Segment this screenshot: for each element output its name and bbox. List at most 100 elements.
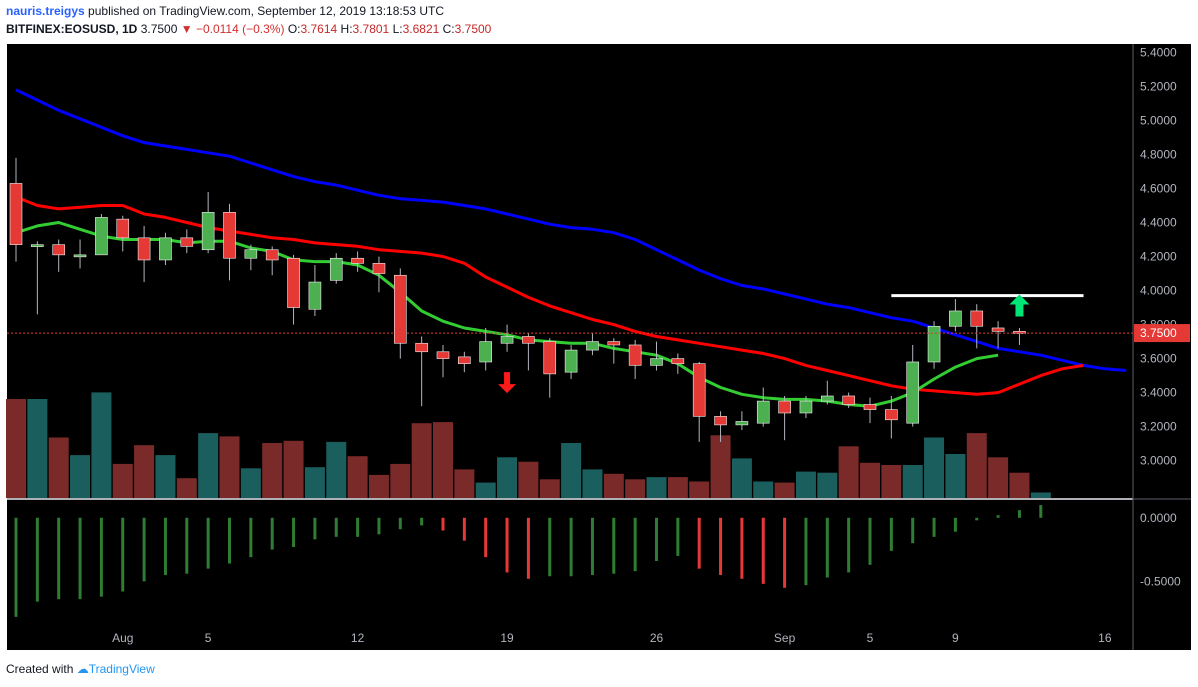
candle-body (863, 404, 877, 410)
candle (137, 225, 151, 283)
volume-bar (667, 477, 688, 498)
last-price-badge (1134, 324, 1190, 343)
price-tick-label: 3.2000 (1140, 420, 1177, 434)
candle-body (479, 341, 493, 363)
candle-body (116, 218, 130, 239)
volume-bar (966, 433, 987, 498)
volume-bar (454, 469, 475, 498)
candle (265, 246, 279, 276)
footer: Created with ☁TradingView (6, 662, 155, 676)
volume-bar (838, 446, 859, 498)
candle (180, 229, 194, 254)
candle-body (906, 361, 920, 424)
tradingview-brand[interactable]: TradingView (88, 662, 155, 676)
last-price-tick-label: 3.7500 (1140, 326, 1177, 340)
candle-body (735, 421, 749, 426)
volume-bar (433, 422, 453, 498)
time-axis[interactable] (7, 622, 1191, 650)
candle (927, 321, 941, 369)
volume-bar (27, 399, 48, 498)
candle (756, 387, 770, 427)
volume-bar (710, 435, 731, 498)
time-tick-label: 19 (500, 631, 514, 645)
candle-body (885, 409, 898, 421)
tradingview-logo-icon[interactable]: ☁ (76, 662, 89, 676)
candle (287, 254, 300, 325)
candle (308, 265, 322, 317)
candle-body (73, 254, 87, 258)
price-tick-label: 4.4000 (1140, 216, 1177, 230)
volume-bar (860, 462, 880, 498)
oscillator-bars (14, 505, 1043, 617)
arrow-down-icon (498, 372, 517, 394)
volume-bar (112, 463, 133, 498)
volume-bar (475, 482, 496, 498)
candle (500, 324, 514, 352)
volume-bar (6, 399, 26, 498)
time-tick-label: 12 (351, 631, 365, 645)
volume-bar (689, 481, 710, 498)
candle-body (95, 217, 108, 256)
volume-bar (155, 455, 176, 498)
candle-body (522, 336, 535, 344)
candle (607, 338, 621, 364)
price-tick-label: 3.0000 (1140, 454, 1177, 468)
symbol-label: BITFINEX:EOSUSD, 1D (6, 22, 138, 36)
price-pane[interactable] (7, 44, 1133, 498)
volume-bars (6, 392, 1051, 498)
price-change: ▼ −0.0114 (−0.3%) (180, 22, 285, 36)
volume-bar (326, 441, 347, 498)
candle (201, 191, 215, 254)
candle-body (372, 263, 386, 274)
volume-bar (1030, 492, 1051, 498)
price-tick-label: 5.0000 (1140, 114, 1177, 128)
candle-body (287, 257, 300, 308)
volume-bar (390, 463, 411, 498)
candle-body (564, 349, 578, 373)
volume-bar (539, 479, 560, 498)
volume-bar (881, 465, 902, 498)
candle-body (778, 400, 791, 414)
publish-text: published on TradingView.com, September … (88, 4, 445, 18)
price-axis-labels: 5.4000 5.2000 5.0000 4.8000 4.6000 4.4000 4.20… (1134, 46, 1190, 588)
volume-bar (198, 433, 219, 498)
volume-bar (262, 443, 283, 498)
candle-body (393, 274, 407, 344)
price-tick-label: 5.2000 (1140, 80, 1177, 94)
time-tick-label: 16 (1098, 631, 1112, 645)
candle-body (671, 358, 685, 364)
candle (95, 214, 108, 256)
candle (714, 411, 727, 442)
candle (159, 232, 172, 266)
volume-bar (368, 474, 389, 498)
candle-body (244, 249, 258, 259)
low-value: 3.6821 (402, 22, 440, 36)
candle (479, 327, 493, 371)
volume-bar (924, 437, 945, 498)
candle-body (31, 244, 44, 247)
candle (351, 251, 364, 272)
candle-body (799, 400, 813, 414)
volume-bar (988, 457, 1009, 498)
candle-body (159, 237, 172, 261)
volume-bar (603, 473, 624, 498)
volume-bar (347, 456, 368, 498)
volume-bar (817, 472, 838, 498)
volume-bar (902, 465, 923, 498)
price-tick-label: 4.0000 (1140, 284, 1177, 298)
oscillator-tick-label: 0.0000 (1140, 511, 1177, 525)
author-name[interactable]: nauris.treigys (6, 4, 85, 18)
moving-average-blue (15, 88, 1127, 372)
candle (31, 241, 44, 315)
candle (372, 256, 386, 293)
candle (735, 411, 749, 430)
candle-body (329, 257, 343, 281)
candle (52, 239, 66, 272)
low-label: L: (392, 22, 403, 36)
candle (650, 341, 663, 371)
candle-body (927, 325, 941, 363)
time-tick-label: 26 (650, 631, 664, 645)
time-tick-label: 5 (205, 631, 212, 645)
candle (842, 392, 855, 408)
